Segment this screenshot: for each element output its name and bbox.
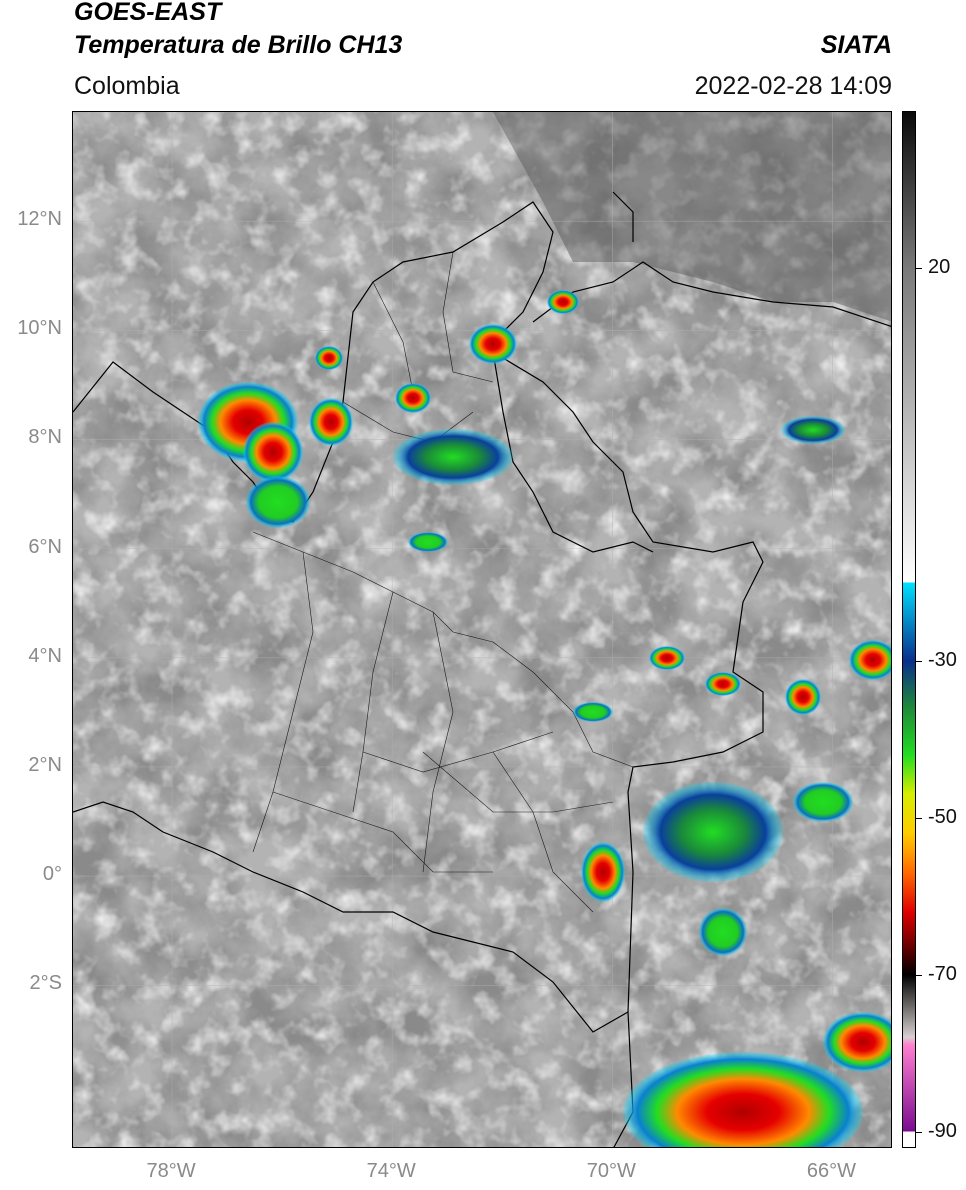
department-borders [252,251,634,913]
colorbar-label: -50 [928,806,957,829]
colorbar-label: -90 [928,1120,957,1143]
lat-label: 6°N [28,535,62,558]
map-canvas [73,112,891,1147]
lat-label: 2°N [28,753,62,776]
agency-label: SIATA [820,31,892,59]
lon-label: 74°W [366,1160,416,1182]
colorbar-tick [916,268,922,270]
lat-label: 12°N [17,208,62,231]
colorbar-tick [916,975,922,977]
lat-label: 8°N [28,426,62,449]
colorbar-label: -30 [928,648,957,671]
peninsula-coast [612,191,634,242]
satellite-map[interactable] [72,111,892,1148]
colorbar-label: 20 [928,256,951,279]
lon-label: 70°W [586,1160,636,1182]
colorbar [902,111,916,1148]
product-title: Temperatura de Brillo CH13 [74,31,403,59]
lat-label: 0° [42,863,62,886]
colorbar-tick [916,818,922,820]
lon-label: 66°W [806,1160,857,1182]
lat-label: 10°N [17,317,62,340]
colorbar-label: -70 [928,963,957,986]
lat-label: 2°S [29,972,62,995]
datetime-label: 2022-02-28 14:09 [694,72,892,100]
venezuela-coast [532,261,891,327]
satellite-title: GOES-EAST [74,0,222,26]
colorbar-tick [916,1132,922,1134]
region-label: Colombia [74,72,180,100]
lon-label: 78°W [146,1160,196,1182]
caribbean-sea [493,112,891,322]
convective-cells [198,290,891,1147]
colorbar-tick [916,660,922,662]
ecuador-peru-border [73,801,629,1033]
venezuela-border [492,351,654,553]
lat-label: 4°N [28,644,62,667]
cloud-texture-light [73,112,891,1147]
